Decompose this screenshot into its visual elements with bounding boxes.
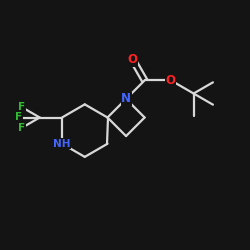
Text: NH: NH [53,139,71,149]
Text: O: O [128,54,138,66]
Text: O: O [166,74,176,87]
Text: F: F [15,112,22,122]
Text: N: N [121,92,131,106]
Text: F: F [18,102,25,112]
Text: F: F [18,123,25,133]
